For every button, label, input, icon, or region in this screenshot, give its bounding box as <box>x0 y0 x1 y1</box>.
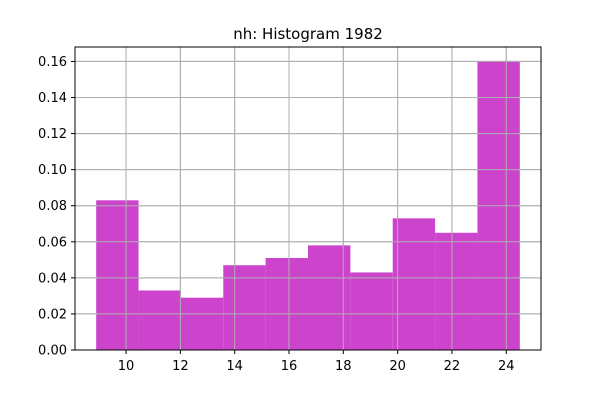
y-axis: 0.00 0.02 0.04 0.06 0.08 0.10 0.12 0.14 0.16 <box>38 55 75 359</box>
y-tick-label: 0.08 <box>38 199 67 214</box>
y-tick-label: 0.14 <box>38 91 67 106</box>
x-tick-label: 16 <box>281 359 298 374</box>
y-tick-label: 0.06 <box>38 235 67 250</box>
plot-frame <box>74 46 542 351</box>
x-axis: 10 12 14 16 18 20 22 24 <box>118 350 515 374</box>
grid-overlay <box>75 47 541 351</box>
x-tick-label: 22 <box>444 359 461 374</box>
histogram-bar <box>350 272 393 350</box>
x-tick-label: 14 <box>226 359 243 374</box>
chart-title: nh: Histogram 1982 <box>233 25 383 43</box>
histogram-bar <box>96 200 139 350</box>
histogram-bar <box>138 290 181 350</box>
y-tick-label: 0.04 <box>38 271 67 286</box>
histogram-bar <box>308 245 351 350</box>
x-tick-label: 18 <box>335 359 352 374</box>
x-tick-label: 12 <box>172 359 189 374</box>
y-tick-label: 0.00 <box>38 344 67 359</box>
bars <box>75 47 541 351</box>
y-tick-label: 0.02 <box>38 307 67 322</box>
histogram-bar <box>265 258 308 350</box>
y-tick-label: 0.10 <box>38 163 67 178</box>
x-tick-label: 24 <box>498 359 515 374</box>
histogram-bar <box>180 297 224 350</box>
histogram-bar <box>223 265 266 350</box>
histogram-bar <box>392 218 436 350</box>
histogram-bar <box>435 232 478 350</box>
x-tick-label: 20 <box>389 359 406 374</box>
y-tick-label: 0.12 <box>38 127 67 142</box>
x-tick-label: 10 <box>118 359 135 374</box>
y-tick-label: 0.16 <box>38 55 67 70</box>
